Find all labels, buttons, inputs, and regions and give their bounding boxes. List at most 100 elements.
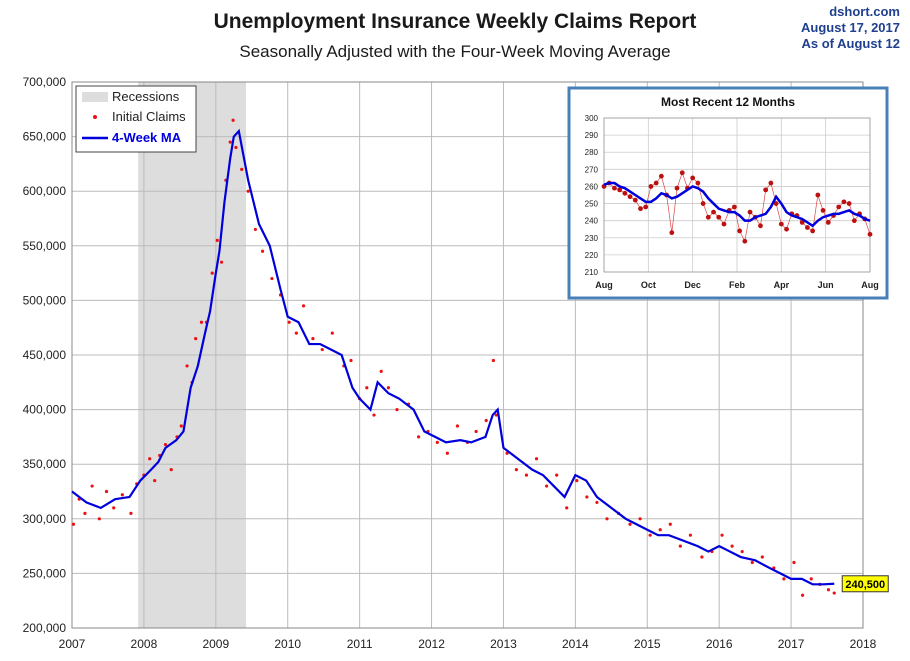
x-tick-label: 2007 [59,637,86,651]
y-tick-label: 200,000 [23,621,67,635]
inset-claims-point [805,225,810,230]
ma-line [71,128,835,586]
source-date: August 17, 2017 [801,20,900,35]
claims-point [417,435,421,439]
inset-claims-point [648,184,654,189]
claims-point [800,593,805,597]
inset-claims-point [851,218,857,224]
inset-frame [567,86,889,300]
claims-point [71,522,76,526]
inset-claims-point [632,197,638,203]
claims-point [246,189,250,193]
inset-claims-point [674,185,680,191]
inset-claims-point [768,180,774,186]
claims-point [514,468,518,472]
inset-claims-point [820,208,826,213]
inset-x-tick-label: Aug [861,280,879,290]
claims-point [234,145,238,150]
claims-point [379,369,383,373]
x-tick-label: 2018 [850,637,877,651]
inset-claims-point [731,204,737,210]
y-tick-label: 400,000 [23,403,67,417]
claims-point [215,238,219,242]
y-tick-label: 500,000 [23,293,67,307]
inset-claims-point [773,201,779,206]
inset-claims-point [778,221,784,227]
inset-x-tick-label: Aug [595,280,613,290]
claims-point [782,577,786,581]
claims-point [455,424,460,428]
inset-y-tick-label: 280 [585,148,599,157]
claims-point [638,517,642,521]
chart-subtitle: Seasonally Adjusted with the Four-Week M… [239,42,671,61]
inset-claims-point [690,175,696,181]
inset-title: Most Recent 12 Months [661,95,795,109]
legend-swatch-claims [93,115,97,119]
inset-claims-point [617,187,623,193]
claims-point [112,506,116,510]
inset-claims-point [742,238,748,244]
legend-entry: Initial Claims [112,109,186,124]
y-tick-label: 550,000 [23,239,67,253]
inset-y-tick-label: 290 [585,131,599,140]
claims-point [386,386,390,390]
inset-claims-point [846,201,852,206]
claims-point [575,478,579,483]
claims-point [700,555,704,559]
y-tick-label: 250,000 [23,566,67,580]
inset-y-tick-label: 230 [585,234,599,243]
claims-point [648,533,652,537]
chart-title: Unemployment Insurance Weekly Claims Rep… [213,10,697,33]
claims-point [395,408,399,412]
claims-point [678,544,682,548]
inset-claims-point [658,173,664,179]
legend-entry: Recessions [112,89,180,104]
inset-claims-point [638,206,643,212]
claims-point [534,457,539,461]
inset-plot-frame [603,117,871,273]
claims-point [809,577,813,581]
inset-claims-point [737,228,743,234]
inset-claims-point [810,228,816,234]
inset-claims-point [763,187,769,193]
inset-claims-point [867,231,873,237]
claims-point [287,320,291,324]
inset-claims-point [679,170,685,176]
x-tick-label: 2009 [202,637,229,651]
claims-point [163,442,168,447]
inset-claims-point [711,209,716,215]
claims-point [484,418,488,423]
claims-point [372,413,376,417]
inset-claims-point [705,214,711,220]
inset-x-tick-label: Dec [684,280,701,290]
claims-point [260,249,265,253]
claims-point [185,364,189,368]
inset-claims-point [643,204,649,210]
claims-point [311,337,315,341]
claims-point [349,358,353,363]
inset-claims-point [721,221,727,227]
inset-claims-point [669,230,675,236]
y-tick-label: 700,000 [23,75,67,89]
claims-point [231,118,235,122]
claims-point [148,457,152,461]
claims-point [668,522,672,526]
claims-point [301,304,306,308]
source-site: dshort.com [829,4,900,19]
legend-swatch-recessions [82,92,108,102]
claims-point [445,451,449,455]
claims-point [320,347,324,352]
claims-point [169,468,173,472]
claims-point [90,484,94,488]
claims-point [832,591,836,595]
claims-point [83,511,87,515]
last-value-label: 240,500 [845,579,885,591]
claims-point [435,440,439,444]
inset-y-tick-label: 220 [585,251,599,260]
claims-point [210,271,214,275]
claims-point [605,517,609,521]
y-tick-label: 600,000 [23,184,67,198]
inset-x-tick-label: Jun [818,280,834,290]
claims-point [270,276,274,281]
